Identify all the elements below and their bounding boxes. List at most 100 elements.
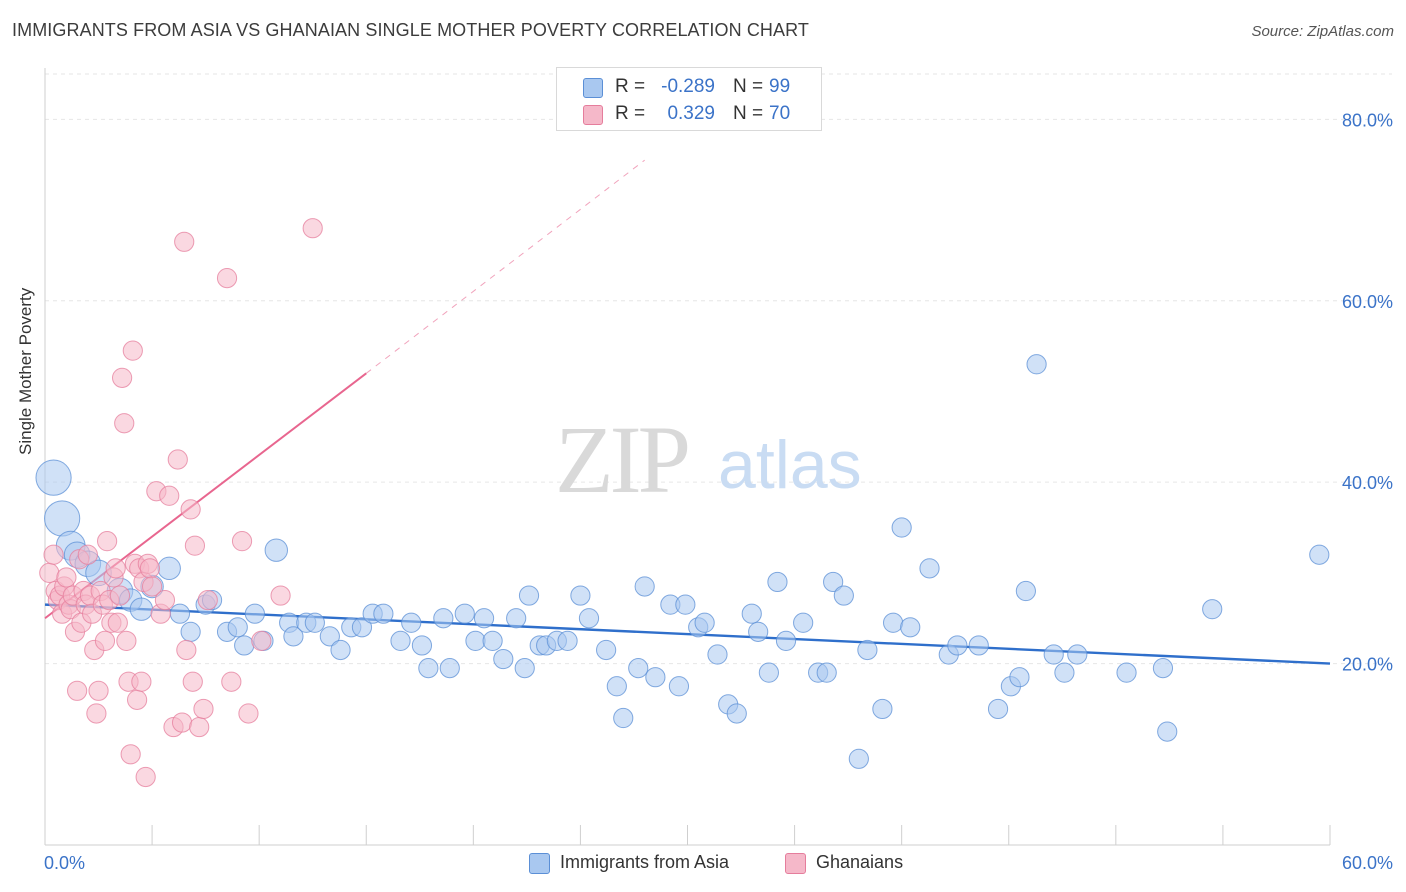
asia-point bbox=[180, 621, 201, 642]
asia-point bbox=[741, 603, 762, 624]
asia-point bbox=[1009, 667, 1030, 688]
asia-point bbox=[645, 667, 666, 688]
asia-point bbox=[373, 603, 394, 624]
asia-point bbox=[514, 658, 535, 679]
asia-point bbox=[518, 585, 540, 606]
asia-point bbox=[1015, 580, 1036, 602]
n-label: N = bbox=[733, 76, 764, 97]
r-label: R = bbox=[615, 76, 646, 97]
ghanaian-point bbox=[251, 630, 272, 652]
asia-point bbox=[1054, 662, 1075, 683]
asia-point bbox=[330, 639, 351, 661]
asia-point bbox=[707, 644, 728, 665]
x-tick-label: 60.0% bbox=[1342, 853, 1393, 873]
asia-point bbox=[433, 608, 454, 629]
asia-point bbox=[1026, 354, 1047, 375]
asia-point bbox=[848, 748, 869, 769]
ghanaian-point bbox=[159, 485, 180, 506]
ghanaian-point bbox=[216, 267, 238, 289]
asia-point bbox=[283, 626, 304, 647]
asia-point bbox=[1152, 658, 1174, 679]
asia-point bbox=[833, 585, 854, 606]
ghanaian-point bbox=[114, 413, 135, 434]
ghanaian-point bbox=[112, 367, 133, 388]
asia-point bbox=[264, 538, 288, 562]
ghanaian-point bbox=[182, 671, 203, 692]
r-label: R = bbox=[615, 103, 646, 124]
ghanaian-point bbox=[116, 630, 137, 652]
asia-point bbox=[968, 635, 989, 656]
ghanaian-point bbox=[67, 680, 88, 701]
asia-point bbox=[816, 662, 837, 683]
y-tick-label: 60.0% bbox=[1342, 292, 1393, 312]
blue-legend-swatch bbox=[529, 853, 550, 874]
source-label: Source: ZipAtlas.com bbox=[1251, 23, 1394, 40]
asia-point bbox=[401, 612, 422, 633]
asia-point bbox=[726, 703, 747, 724]
y-axis-label: Single Mother Poverty bbox=[16, 287, 35, 455]
y-tick-label: 40.0% bbox=[1342, 473, 1393, 493]
ghanaian-point bbox=[141, 576, 163, 597]
asia-point bbox=[634, 576, 655, 597]
asia-point bbox=[411, 635, 433, 656]
ghanaian-point bbox=[176, 639, 197, 661]
watermark-zip: ZIP bbox=[555, 406, 688, 513]
ghanaian-point bbox=[139, 558, 161, 579]
asia-point bbox=[129, 597, 154, 621]
asia-point bbox=[1309, 544, 1330, 565]
asia-point bbox=[919, 558, 940, 579]
n-value: 99 bbox=[769, 76, 791, 97]
pink-legend-swatch bbox=[785, 853, 806, 874]
ghanaian-point bbox=[105, 558, 126, 579]
asia-point bbox=[351, 617, 373, 638]
watermark: ZIP atlas bbox=[555, 406, 862, 513]
asia-point bbox=[613, 707, 634, 729]
watermark-atlas: atlas bbox=[718, 427, 862, 503]
ghanaian-point bbox=[88, 680, 109, 701]
pink-swatch bbox=[583, 105, 603, 125]
asia-point bbox=[947, 635, 968, 656]
ghanaian-point bbox=[193, 698, 214, 720]
asia-point bbox=[883, 612, 904, 633]
ghanaian-point bbox=[189, 716, 210, 738]
asia-point bbox=[857, 639, 878, 661]
asia-point bbox=[244, 603, 265, 624]
asia-point bbox=[891, 517, 912, 538]
legend-label: Immigrants from Asia bbox=[560, 852, 730, 872]
ghanaian-point bbox=[197, 589, 218, 611]
ghanaian-point bbox=[221, 671, 242, 692]
ghanaian-point bbox=[77, 544, 98, 565]
asia-point bbox=[793, 612, 814, 633]
axes bbox=[44, 68, 1331, 846]
asia-point bbox=[1116, 662, 1137, 683]
ghanaian-point bbox=[39, 562, 60, 583]
ghanaian-point bbox=[154, 589, 176, 611]
grid-lines bbox=[45, 73, 1392, 665]
ghanaian-point bbox=[107, 612, 128, 633]
ghanaian-point bbox=[109, 585, 131, 606]
tick-labels: 20.0% 40.0% 60.0% 80.0% 0.0% 60.0% bbox=[44, 110, 1393, 873]
asia-point bbox=[775, 630, 797, 652]
data-points bbox=[35, 218, 1330, 788]
ghanaian-point bbox=[131, 671, 152, 692]
asia-point bbox=[596, 639, 617, 661]
asia-point bbox=[628, 658, 649, 679]
ghanaian-point bbox=[184, 535, 206, 556]
asia-point bbox=[1067, 644, 1088, 665]
asia-point bbox=[319, 626, 340, 647]
ghanaian-point bbox=[122, 340, 143, 361]
asia-point bbox=[473, 608, 495, 629]
asia-point bbox=[506, 608, 527, 629]
ghanaian-point bbox=[43, 544, 64, 565]
asia-point bbox=[570, 585, 591, 606]
asia-point bbox=[900, 617, 921, 638]
asia-point bbox=[482, 630, 503, 652]
asia-point bbox=[234, 635, 255, 656]
legend-row-blue: R = -0.289 N = 99 bbox=[557, 74, 821, 100]
asia-point bbox=[748, 621, 769, 642]
ghanaian-point bbox=[171, 712, 193, 733]
r-value: 0.329 bbox=[667, 103, 715, 124]
r-value: -0.289 bbox=[661, 76, 715, 97]
asia-point bbox=[493, 648, 514, 670]
